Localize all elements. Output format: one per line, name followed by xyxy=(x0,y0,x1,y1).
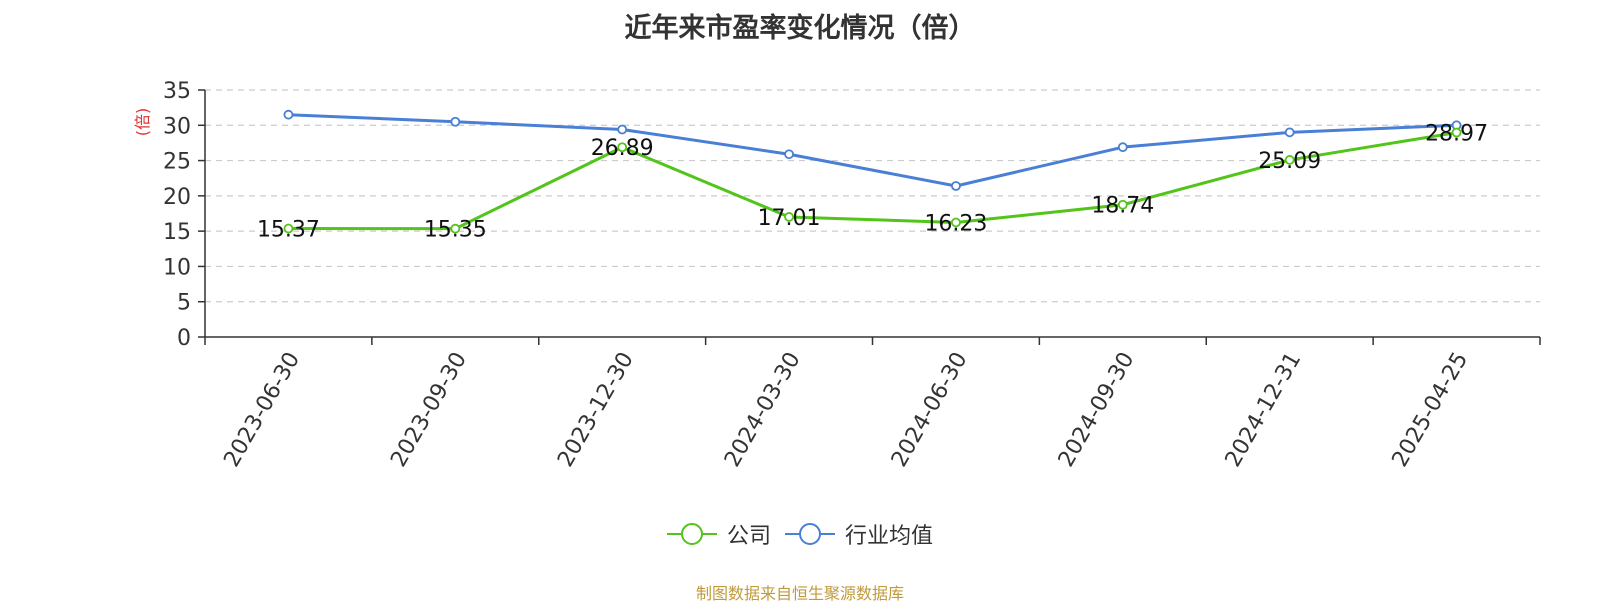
legend-swatch-industry-average xyxy=(785,523,835,545)
data-point-industry-average[interactable] xyxy=(450,116,461,127)
x-tick-label: 2023-06-30 xyxy=(219,348,305,471)
data-label: 15.37 xyxy=(257,218,320,243)
data-label: 17.01 xyxy=(758,206,821,231)
data-point-company[interactable] xyxy=(617,142,628,153)
grid-layer xyxy=(205,89,1540,303)
y-tick-label: 10 xyxy=(163,255,191,280)
y-tick-label: 5 xyxy=(177,291,191,316)
y-tick-label: 30 xyxy=(163,114,191,139)
legend-item-industry-average[interactable]: 行业均值 xyxy=(785,518,933,550)
data-label: 16.23 xyxy=(924,211,987,236)
data-point-company[interactable] xyxy=(1284,155,1295,165)
data-label: 28.97 xyxy=(1425,122,1488,147)
x-tick-label: 2024-12-31 xyxy=(1221,348,1307,471)
data-point-industry-average[interactable] xyxy=(784,149,794,160)
axis-layer: 0 5 10 15 20 25 30 35 2023-06-30 2023-09-30 2023-1… xyxy=(163,79,1541,471)
source-note: 制图数据来自恒生聚源数据库 xyxy=(695,584,904,603)
x-tick-label: 2025-04-25 xyxy=(1388,348,1474,471)
y-tick-label: 25 xyxy=(163,150,191,175)
data-point-company[interactable] xyxy=(951,217,961,228)
series-line-company xyxy=(288,131,1457,231)
data-label: 26.89 xyxy=(591,136,654,161)
data-point-company[interactable] xyxy=(1117,199,1128,210)
x-tick-label: 2023-12-30 xyxy=(553,348,639,471)
y-tick-label: 15 xyxy=(163,220,191,245)
series-line-industry-average xyxy=(288,113,1457,188)
data-point-company[interactable] xyxy=(283,223,294,234)
legend-label-industry-average: 行业均值 xyxy=(845,524,934,549)
data-point-industry-average[interactable] xyxy=(1117,142,1128,153)
data-label: 15.35 xyxy=(424,218,487,243)
data-point-industry-average[interactable] xyxy=(283,109,294,120)
legend-label-company: 公司 xyxy=(726,524,771,549)
x-tick-label: 2023-09-30 xyxy=(386,348,472,471)
data-point-industry-average[interactable] xyxy=(1284,127,1295,138)
data-label: 18.74 xyxy=(1091,194,1154,219)
series-layer xyxy=(283,109,1462,234)
y-tick-label: 35 xyxy=(163,79,191,104)
data-label: 25.09 xyxy=(1258,149,1321,174)
data-point-industry-average[interactable] xyxy=(951,181,961,191)
legend-swatch-company xyxy=(666,523,717,545)
data-point-company[interactable] xyxy=(450,223,461,234)
y-axis-label: (倍) xyxy=(133,108,152,137)
x-tick-label: 2024-09-30 xyxy=(1054,348,1140,471)
x-tick-label: 2024-06-30 xyxy=(887,348,973,471)
data-point-company[interactable] xyxy=(784,212,794,222)
y-tick-label: 20 xyxy=(163,185,191,210)
x-tick-label: 2024-03-30 xyxy=(720,348,806,471)
y-tick-label: 0 xyxy=(177,326,191,351)
legend: 公司 行业均值 xyxy=(0,518,1600,550)
chart-title: 近年来市盈率变化情况（倍） xyxy=(624,13,976,44)
legend-item-company[interactable]: 公司 xyxy=(666,518,771,550)
data-label-layer: 15.37 15.35 26.89 17.01 16.23 18.74 25.09 28.97 xyxy=(257,122,1488,243)
data-point-industry-average[interactable] xyxy=(617,124,628,135)
data-point-company[interactable] xyxy=(1451,127,1462,138)
